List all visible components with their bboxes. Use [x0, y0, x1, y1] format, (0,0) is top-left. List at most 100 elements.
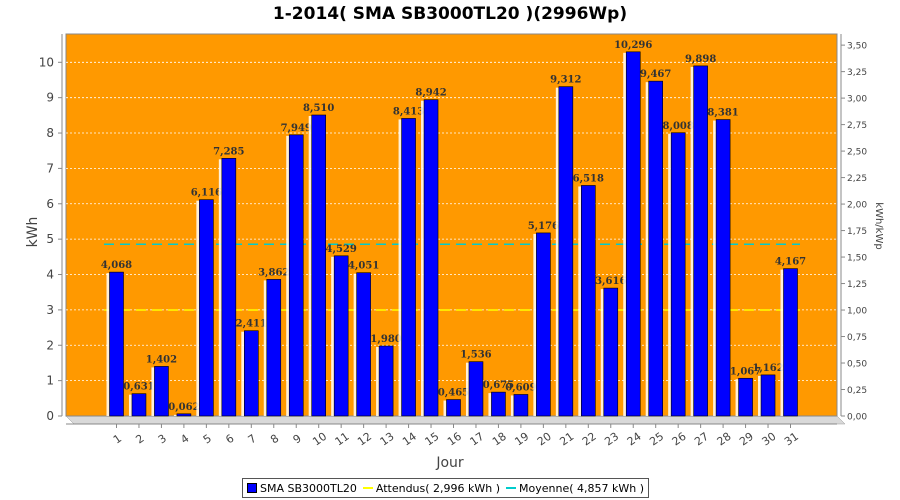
- x-tick-label: 16: [445, 430, 464, 449]
- x-tick-label: 17: [467, 430, 486, 449]
- data-label: 7,285: [213, 146, 244, 157]
- bar: [738, 377, 753, 417]
- x-tick-label: 21: [557, 430, 576, 449]
- data-label: 1,402: [146, 354, 177, 365]
- y2-tick-label: 1,00: [847, 307, 867, 317]
- x-tick-label: 11: [333, 430, 352, 449]
- data-label: 2,411: [236, 319, 267, 330]
- y2-axis-title: kWh/kWp: [873, 202, 884, 249]
- x-tick-label: 18: [490, 430, 509, 449]
- bar: [423, 99, 439, 417]
- bar: [693, 65, 708, 417]
- data-label: 0,609: [505, 382, 536, 393]
- data-label: 1,067: [730, 366, 761, 377]
- bar: [648, 80, 664, 417]
- data-label: 6,518: [573, 173, 604, 184]
- data-label: 9,312: [550, 75, 581, 86]
- y2-tick-label: 1,75: [847, 227, 867, 237]
- bar: [378, 345, 394, 417]
- y-tick-label: 0: [46, 409, 54, 423]
- x-tick-label: 3: [156, 432, 169, 447]
- bar: [715, 119, 731, 417]
- y-tick-label: 5: [46, 232, 54, 246]
- bar: [760, 374, 776, 417]
- x-tick-label: 24: [625, 430, 644, 449]
- bar: [603, 287, 619, 417]
- y-tick-label: 2: [46, 338, 54, 352]
- x-tick-label: 19: [512, 430, 531, 449]
- x-tick-label: 13: [378, 430, 397, 449]
- bar: [670, 132, 686, 417]
- y-tick-label: 4: [46, 268, 54, 282]
- x-tick-label: 7: [246, 432, 259, 447]
- x-tick-label: 22: [580, 430, 599, 449]
- data-label: 8,510: [303, 103, 334, 114]
- x-tick-label: 4: [178, 432, 191, 447]
- y2-tick-label: 1,25: [847, 280, 867, 290]
- bar: [446, 399, 461, 417]
- data-label: 1,162: [752, 363, 783, 374]
- data-label: 4,529: [326, 244, 357, 255]
- bar: [333, 255, 349, 417]
- y2-tick-label: 2,25: [847, 174, 867, 184]
- data-label: 4,051: [348, 261, 379, 272]
- data-label: 10,296: [614, 40, 652, 51]
- data-label: 1,980: [370, 334, 401, 345]
- y2-tick-label: 0,00: [847, 413, 867, 423]
- bar: [513, 394, 529, 417]
- bar: [176, 413, 192, 417]
- legend-swatch-average: [506, 487, 517, 489]
- x-tick-label: 23: [602, 430, 621, 449]
- bar: [221, 158, 237, 417]
- x-tick-label: 28: [715, 430, 734, 449]
- x-tick-label: 30: [760, 430, 779, 449]
- bar: [109, 271, 124, 417]
- legend-item-expected: Attendus( 2,996 kWh ): [362, 481, 501, 495]
- legend-label-average: Moyenne( 4,857 kWh ): [519, 481, 645, 495]
- bar: [199, 199, 214, 417]
- y2-tick-label: 0,50: [847, 360, 867, 370]
- y-tick-label: 7: [46, 161, 54, 175]
- legend: SMA SB3000TL20 Attendus( 2,996 kWh ) Moy…: [242, 478, 650, 498]
- data-label: 1,536: [460, 350, 491, 361]
- bar: [154, 366, 169, 417]
- data-label: 4,068: [101, 260, 132, 271]
- y-tick-label: 10: [39, 55, 54, 69]
- y-tick-label: 3: [46, 303, 54, 317]
- legend-item-average: Moyenne( 4,857 kWh ): [506, 482, 644, 495]
- legend-item-production: SMA SB3000TL20: [247, 482, 357, 495]
- y-tick-label: 8: [46, 126, 54, 140]
- x-tick-label: 1: [111, 432, 124, 447]
- data-label: 8,942: [415, 88, 446, 99]
- bar: [536, 232, 551, 417]
- bar: [580, 185, 596, 417]
- x-tick-label: 27: [692, 430, 711, 449]
- y2-tick-label: 3,50: [847, 42, 867, 52]
- y2-tick-label: 2,75: [847, 121, 867, 131]
- x-tick-label: 9: [291, 432, 304, 447]
- data-label: 4,167: [775, 257, 806, 268]
- x-tick-label: 31: [782, 430, 801, 449]
- data-label: 3,616: [595, 276, 626, 287]
- y2-tick-label: 0,75: [847, 333, 867, 343]
- bar: [783, 268, 798, 417]
- bar: [311, 114, 327, 417]
- x-tick-label: 25: [647, 430, 666, 449]
- bar: [491, 391, 506, 417]
- data-label: 0,062: [168, 402, 199, 413]
- data-label: 5,176: [528, 221, 559, 232]
- legend-label-expected: Attendus( 2,996 kWh ): [375, 481, 501, 495]
- data-label: 3,862: [258, 267, 289, 278]
- bar: [625, 51, 641, 417]
- data-label: 0,465: [438, 388, 469, 399]
- x-tick-label: 20: [535, 430, 554, 449]
- y2-tick-label: 2,50: [847, 148, 867, 158]
- bar: [244, 330, 259, 417]
- x-tick-label: 8: [268, 432, 281, 447]
- data-label: 0,631: [123, 382, 154, 393]
- x-tick-label: 29: [737, 430, 756, 449]
- plot-floor: [65, 415, 846, 425]
- legend-label-production: SMA SB3000TL20: [260, 481, 357, 495]
- data-label: 8,008: [663, 121, 694, 132]
